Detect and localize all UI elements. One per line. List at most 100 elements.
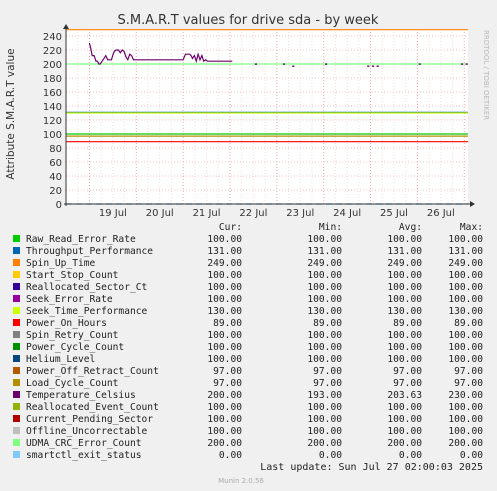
legend-swatch [13,427,20,434]
x-tick-label: 25 Jul [380,208,408,219]
y-tick-label: 160 [43,88,62,99]
legend-swatch [13,259,20,266]
legend-row: Power_Cycle_Count 100.00 100.00 100.00 100.0… [13,342,483,353]
temperature-point [465,63,468,65]
x-tick-label: 26 Jul [427,208,455,219]
legend-value: 100.00 [307,294,342,305]
legend-header: Min: [319,222,342,233]
legend-value: 97.00 [393,378,422,389]
y-tick-label: 0 [56,200,62,211]
legend-value: 97.00 [213,378,242,389]
series-line-temperature-celsius [88,42,233,65]
plot-area [66,29,468,204]
legend-swatch [13,391,20,398]
legend-value: 100.00 [307,282,342,293]
legend-value: 100.00 [307,330,342,341]
legend-label: Reallocated_Sector_Ct [26,282,147,293]
x-tick-labels: 19 Jul 20 Jul 21 Jul 22 Jul 23 Jul 24 Jul 25 J… [99,208,455,219]
legend-swatch [13,331,20,338]
legend-row: Offline_Uncorrectable 100.00 100.00 100.00 1… [13,426,483,437]
y-tick-label: 240 [43,32,62,43]
legend-value: 89.00 [454,318,483,329]
legend-row: Helium_Level 100.00 100.00 100.00 100.00 [13,354,483,365]
y-tick-labels: 0 20 40 60 80 100 120 140 160 180 200 220 240 [43,32,62,211]
x-tick-label: 19 Jul [99,208,127,219]
legend-value: 97.00 [313,378,342,389]
legend-label: Start_Stop_Count [26,270,118,281]
legend-label: Reallocated_Event_Count [26,402,159,413]
legend-row: Load_Cycle_Count 97.00 97.00 97.00 97.00 [13,378,483,389]
legend-value: 100.00 [448,294,483,305]
legend-value: 100.00 [448,342,483,353]
legend-headers: Cur: Min: Avg: Max: [219,222,483,233]
legend-value: 0.00 [219,450,242,461]
legend-value: 97.00 [454,366,483,377]
legend-swatch [13,271,20,278]
legend-value: 203.63 [387,390,422,401]
legend-value: 131.00 [207,246,242,257]
legend-row: Seek_Error_Rate 100.00 100.00 100.00 100.00 [13,294,483,305]
legend-row: Power_Off_Retract_Count 97.00 97.00 97.00 97… [13,366,483,377]
y-tick-label: 40 [49,172,62,183]
y-tick-label: 120 [43,116,62,127]
legend-value: 249.00 [387,258,422,269]
temperature-point [292,65,295,67]
munin-version: Munin 2.0.56 [218,477,264,485]
legend-value: 0.00 [399,450,422,461]
legend-value: 200.00 [448,438,483,449]
legend-header: Avg: [399,222,422,233]
legend-value: 100.00 [207,282,242,293]
y-tick-label: 200 [43,60,62,71]
legend-swatch [13,403,20,410]
legend-value: 130.00 [307,306,342,317]
last-update: Last update: Sun Jul 27 02:00:03 2025 [260,462,483,473]
legend-header: Cur: [219,222,242,233]
legend-row: Reallocated_Sector_Ct 100.00 100.00 100.00 1… [13,282,483,293]
legend-value: 0.00 [460,450,483,461]
legend-value: 100.00 [307,426,342,437]
legend-label: smartctl_exit_status [26,450,142,461]
y-tick-label: 20 [49,186,62,197]
x-tick-label: 23 Jul [286,208,314,219]
temperature-point [254,63,257,65]
legend-label: Load_Cycle_Count [26,378,118,389]
legend-swatch [13,367,20,374]
legend-value: 100.00 [307,354,342,365]
legend-row: UDMA_CRC_Error_Count 200.00 200.00 200.00 20… [13,438,483,449]
legend-row: Current_Pending_Sector 100.00 100.00 100.00… [13,414,483,425]
legend-value: 89.00 [393,318,422,329]
y-tick-label: 180 [43,74,62,85]
legend-row: Temperature_Celsius 200.00 193.00 203.63 230… [13,390,483,401]
grid [66,29,468,205]
legend-value: 100.00 [207,426,242,437]
legend-value: 100.00 [448,402,483,413]
temperature-point [371,65,375,67]
legend-value: 89.00 [313,318,342,329]
legend-value: 100.00 [207,342,242,353]
legend-value: 100.00 [207,270,242,281]
legend-value: 100.00 [387,270,422,281]
legend-value: 100.00 [207,234,242,245]
legend-value: 89.00 [213,318,242,329]
legend-swatch [13,355,20,362]
legend-value: 100.00 [448,282,483,293]
legend-swatch [13,379,20,386]
legend-row: Power_On_Hours 89.00 89.00 89.00 89.00 [13,318,483,329]
legend-value: 100.00 [207,354,242,365]
chart-title: S.M.A.R.T values for drive sda - by week [118,13,379,28]
legend-row: Throughput_Performance 131.00 131.00 131.00… [13,246,483,257]
legend-value: 193.00 [307,390,342,401]
legend-label: Offline_Uncorrectable [26,426,148,437]
legend-label: Helium_Level [26,354,95,365]
legend-value: 100.00 [448,354,483,365]
legend-swatch [13,247,20,254]
legend-value: 249.00 [207,258,242,269]
legend-value: 100.00 [448,414,483,425]
legend-value: 100.00 [207,402,242,413]
legend-value: 97.00 [454,378,483,389]
temperature-point [367,65,370,67]
y-tick-label: 100 [43,130,62,141]
legend-value: 131.00 [387,246,422,257]
legend: Raw_Read_Error_Rate 100.00 100.00 100.00 100… [13,234,483,461]
